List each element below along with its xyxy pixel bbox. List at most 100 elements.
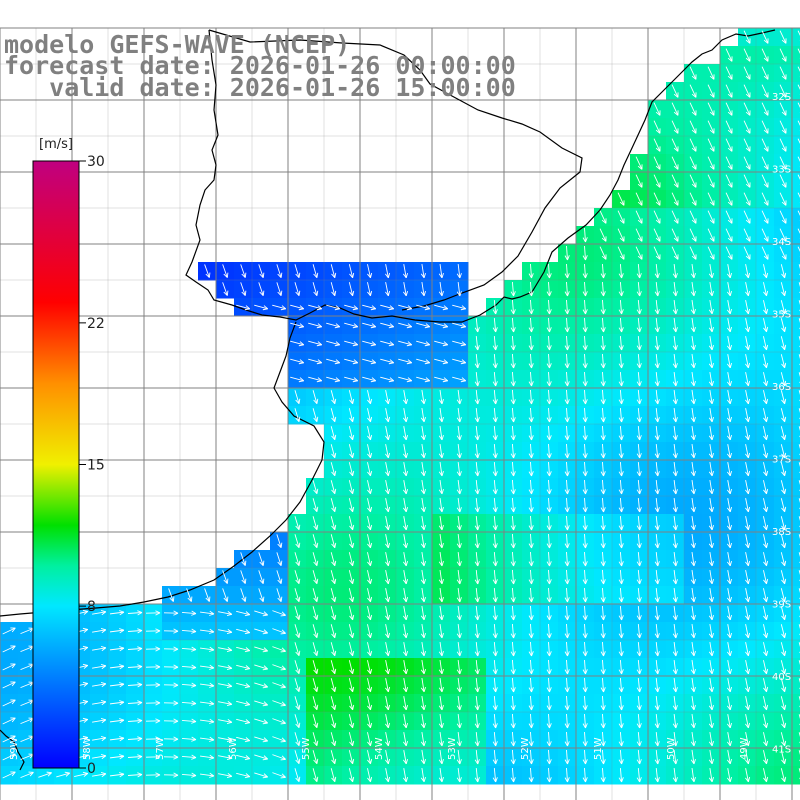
wind-arrow — [384, 390, 391, 405]
wind-arrow — [654, 425, 660, 441]
wind-arrow — [636, 443, 642, 459]
wind-arrow — [582, 281, 588, 297]
wind-arrow — [779, 210, 787, 224]
wind-arrow — [708, 264, 714, 279]
wind-cell — [792, 586, 800, 605]
wind-arrow — [745, 318, 751, 333]
wind-arrow — [438, 480, 444, 495]
wind-arrow — [725, 120, 733, 134]
wind-arrow — [528, 353, 534, 369]
wind-arrow — [312, 480, 319, 495]
wind-arrow — [384, 408, 391, 423]
wind-cell — [792, 676, 800, 695]
wind-arrow — [416, 358, 431, 365]
wind-arrow — [689, 192, 697, 206]
wind-arrow — [761, 48, 769, 62]
wind-arrow — [564, 263, 570, 279]
wind-arrow — [797, 30, 800, 41]
wind-cell — [792, 568, 800, 587]
wind-arrow — [384, 444, 391, 459]
wind-arrow — [367, 264, 373, 279]
wind-cell — [792, 388, 800, 407]
wind-arrow — [708, 444, 714, 459]
wind-arrow — [294, 390, 301, 405]
wind-arrow — [456, 407, 462, 423]
wind-arrow — [690, 372, 696, 387]
wind-arrow — [725, 138, 733, 152]
wind-arrow — [726, 318, 733, 333]
wind-arrow — [707, 66, 715, 80]
wind-arrow — [690, 408, 696, 423]
wind-arrow — [510, 443, 516, 459]
colorbar-tick-label: 0 — [87, 761, 96, 777]
wind-arrow — [600, 425, 606, 441]
wind-cell — [792, 46, 800, 65]
wind-arrow — [546, 317, 552, 333]
wind-arrow — [546, 263, 552, 279]
wind-arrow — [780, 426, 787, 441]
wind-arrow — [398, 304, 413, 311]
wind-arrow — [474, 407, 480, 423]
wind-arrow — [600, 371, 606, 387]
wind-cell — [792, 82, 800, 101]
colorbar-tick-label: 22 — [87, 316, 105, 332]
wind-arrow — [434, 322, 449, 329]
wind-arrow — [564, 245, 570, 261]
wind-arrow — [290, 304, 305, 311]
wind-arrow — [797, 246, 800, 257]
wind-arrow — [672, 317, 678, 333]
wind-arrow — [452, 304, 467, 311]
wind-arrow — [726, 480, 733, 495]
wind-cell — [792, 298, 800, 317]
wind-arrow — [402, 408, 409, 423]
wind-arrow — [582, 389, 588, 405]
wind-arrow — [725, 228, 733, 242]
wind-arrow — [636, 389, 642, 405]
wind-cell — [792, 262, 800, 281]
wind-arrow — [326, 304, 341, 311]
wind-arrow — [618, 479, 624, 495]
wind-arrow — [690, 390, 696, 405]
wind-arrow — [420, 264, 426, 279]
wind-cell — [792, 424, 800, 443]
wind-arrow — [546, 461, 552, 477]
wind-cell — [792, 118, 800, 137]
wind-cell — [792, 730, 800, 749]
wind-arrow — [456, 443, 462, 459]
wind-arrow — [600, 407, 606, 423]
wind-arrow — [330, 444, 337, 459]
wind-arrow — [240, 282, 247, 296]
wind-arrow — [344, 304, 359, 311]
wind-cell — [792, 316, 800, 335]
wind-arrow — [797, 48, 800, 59]
wind-arrow — [258, 264, 265, 278]
wind-arrow — [780, 390, 787, 405]
latitude-label: 34S — [772, 237, 791, 248]
wind-arrow — [367, 390, 373, 405]
wind-arrow — [672, 353, 678, 369]
wind-arrow — [690, 480, 696, 495]
longitude-label: 53W — [447, 737, 458, 760]
wind-arrow — [743, 48, 751, 62]
wind-arrow — [779, 138, 787, 152]
wind-arrow — [761, 192, 769, 206]
colorbar-tick-label: 15 — [87, 458, 105, 474]
wind-arrow — [743, 84, 751, 98]
wind-arrow — [510, 335, 516, 351]
wind-arrow — [653, 138, 661, 152]
wind-arrow — [689, 246, 697, 260]
wind-arrow — [618, 443, 624, 459]
wind-cell — [792, 478, 800, 497]
wind-arrow — [690, 300, 696, 315]
wind-arrow — [600, 317, 606, 333]
wind-arrow — [689, 228, 697, 242]
wind-arrow — [689, 138, 697, 152]
wind-arrow — [222, 282, 229, 296]
wind-arrow — [707, 84, 715, 98]
wind-arrow — [510, 281, 516, 297]
wind-arrow — [438, 408, 444, 423]
wind-arrow — [779, 156, 787, 170]
wind-arrow — [582, 461, 588, 477]
wind-arrow — [636, 281, 642, 297]
wind-arrow — [690, 336, 696, 351]
